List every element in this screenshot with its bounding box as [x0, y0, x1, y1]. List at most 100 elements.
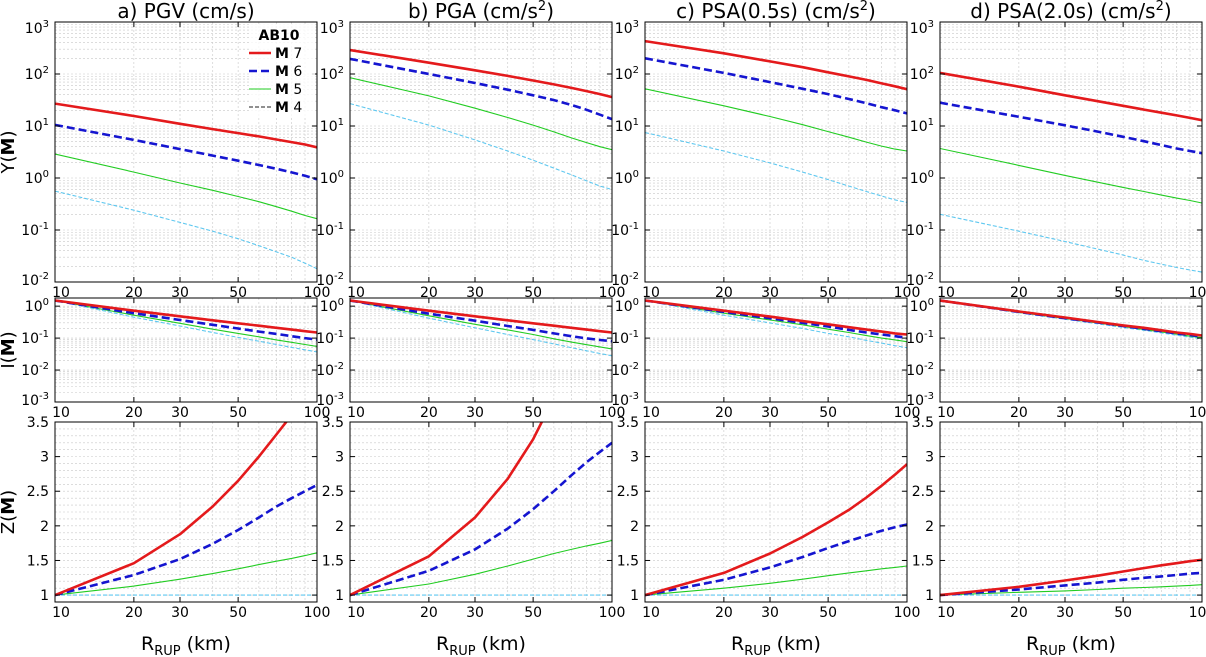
y-tick-label: 1.5 [912, 553, 934, 569]
axes-frame [54, 297, 318, 403]
axes-frame [54, 21, 318, 283]
panel-title-superscript: 2 [538, 0, 546, 14]
series-line-M6 [940, 101, 1202, 155]
series-line-M4 [940, 213, 1202, 273]
subplot-c-I: 10 20 30 50 100 10-3 10-2 10-1 100 [611, 297, 920, 421]
y-tick-label: 3 [630, 450, 639, 466]
subplot-c-Y: 10 20 30 50 100 10-2 10-1 100 101 102 103 [611, 19, 920, 301]
legend-title: AB10 [259, 28, 300, 44]
y-tick-label: 10-2 [906, 361, 934, 379]
x-tick-label: 100 [304, 605, 331, 621]
y-tick-label: 100 [320, 297, 344, 315]
x-tick-label: 50 [524, 405, 542, 421]
series-line-M7 [55, 422, 288, 597]
panel-a: a) PGV (cm/s)10 20 30 50 10010-210-110010110… [0, 0, 330, 657]
y-tick-label: 1 [630, 588, 639, 604]
x-tick-label: 10 [937, 405, 955, 421]
series-line-M5 [55, 299, 317, 347]
series-group [645, 299, 907, 349]
panel-title: d) PSA(2.0s) (cm/s2) [970, 0, 1171, 23]
x-tick-label: 30 [171, 605, 189, 621]
y-tick-label: 2.5 [617, 484, 639, 500]
y-tick-label: 1.5 [617, 553, 639, 569]
series-line-M7 [350, 48, 612, 99]
axes-frame [939, 297, 1203, 403]
y-tick-label: 102 [25, 65, 49, 83]
x-tick-label: 100 [894, 605, 921, 621]
y-axis-label: I(M) [0, 331, 19, 368]
axes-frame [644, 421, 908, 603]
y-axis-label: Z(M) [0, 490, 19, 534]
series-line-M5 [940, 584, 1202, 596]
x-tick-label: 20 [420, 405, 438, 421]
series-group [350, 48, 612, 191]
x-tick-label: 100 [1189, 405, 1206, 421]
legend-label-M7: M 7 [275, 46, 302, 62]
axes-frame [54, 421, 318, 603]
y-tick-label: 103 [25, 19, 49, 37]
y-tick-label: 10-2 [611, 361, 639, 379]
x-tick-label: 10 [347, 405, 365, 421]
series-line-M5 [350, 299, 612, 350]
y-tick-label: 1.5 [322, 553, 344, 569]
x-tick-label: 30 [1056, 285, 1074, 301]
panel-title-main: c) PSA(0.5s) (cm/s [676, 0, 860, 23]
series-line-M7 [645, 463, 907, 597]
series-line-M5 [55, 552, 317, 596]
panel-title-main: d) PSA(2.0s) (cm/s [970, 0, 1155, 23]
legend-label-M6: M 6 [275, 64, 302, 80]
x-tick-label: 10 [937, 285, 955, 301]
y-tick-label: 3 [925, 450, 934, 466]
axes-frame [644, 297, 908, 403]
series-line-M6 [645, 57, 907, 115]
x-tick-label: 20 [1010, 605, 1028, 621]
y-tick-label: 3.5 [322, 415, 344, 431]
axes-frame [349, 421, 613, 603]
y-tick-label: 3 [335, 450, 344, 466]
series-line-M4 [350, 299, 612, 357]
x-tick-label: 50 [524, 605, 542, 621]
x-tick-label: 100 [599, 285, 626, 301]
panel-title: c) PSA(0.5s) (cm/s2) [676, 0, 876, 23]
y-tick-label: 10-2 [611, 271, 639, 289]
y-tick-label: 2 [335, 519, 344, 535]
y-tick-label: 1 [335, 588, 344, 604]
y-tick-label: 3.5 [27, 415, 49, 431]
x-tick-label: 100 [894, 405, 921, 421]
axes-frame [349, 297, 613, 403]
y-tick-label: 102 [910, 65, 934, 83]
y-tick-label: 100 [25, 169, 49, 187]
series-line-M7 [55, 299, 317, 334]
y-tick-label: 2.5 [322, 484, 344, 500]
x-tick-label: 30 [761, 285, 779, 301]
legend-label-M4: M 4 [275, 100, 302, 116]
y-tick-label: 1 [40, 588, 49, 604]
series-line-M7 [55, 102, 317, 149]
x-tick-label: 50 [524, 285, 542, 301]
x-tick-label: 50 [819, 285, 837, 301]
y-tick-label: 3.5 [617, 415, 639, 431]
x-tick-label: 50 [819, 405, 837, 421]
y-tick-label: 100 [25, 297, 49, 315]
x-tick-label: 10 [937, 605, 955, 621]
x-axis-label: RRUP (km) [731, 633, 821, 657]
y-tick-label: 100 [320, 169, 344, 187]
subplot-b-Z: 10 20 30 50 100 1 1.5 2 2.5 3 3.5 [322, 415, 626, 621]
subplot-a-Y: 10 20 30 50 100 10-2 10-1 100 101 102 103 Y(M) [0, 19, 330, 301]
panel-title-superscript: 2 [860, 0, 868, 14]
subplot-a-Z: 10 20 30 50 100 1 1.5 2 2.5 3 3.5 Z(M) [0, 415, 331, 621]
y-tick-label: 10-3 [611, 391, 639, 409]
legend-label-M5: M 5 [275, 82, 302, 98]
y-tick-label: 101 [615, 117, 639, 135]
series-line-M4 [645, 131, 907, 203]
x-tick-label: 100 [304, 285, 331, 301]
y-tick-label: 10-1 [611, 329, 639, 347]
panel-title-main: b) PGA (cm/s [408, 0, 538, 23]
y-tick-label: 100 [615, 169, 639, 187]
x-tick-label: 100 [894, 285, 921, 301]
panel-d: d) PSA(2.0s) (cm/s2)1020305010010-210-11… [906, 0, 1206, 657]
y-tick-label: 2.5 [912, 484, 934, 500]
panel-c: c) PSA(0.5s) (cm/s2)10 20 30 50 10010-210-11… [611, 0, 920, 657]
y-tick-label: 10-3 [316, 391, 344, 409]
x-tick-label: 50 [229, 285, 247, 301]
